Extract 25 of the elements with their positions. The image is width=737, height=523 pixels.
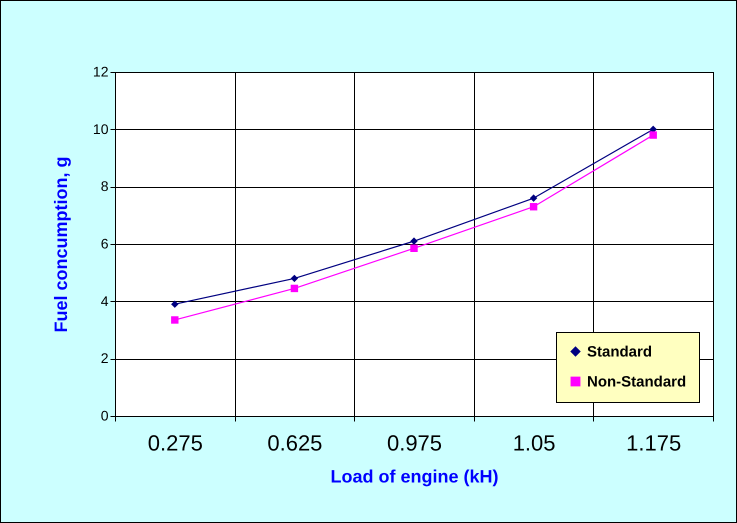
point bbox=[290, 284, 298, 292]
point bbox=[530, 203, 538, 210]
legend-label: Non-Standard bbox=[587, 374, 686, 390]
point bbox=[410, 237, 418, 245]
x-tick-label: 0.975 bbox=[386, 430, 442, 456]
point bbox=[410, 244, 418, 252]
legend-label: Standard bbox=[587, 344, 652, 360]
point bbox=[530, 194, 538, 202]
y-tick-label: 0 bbox=[100, 408, 109, 424]
x-tick-label: 1.05 bbox=[512, 430, 556, 456]
point bbox=[171, 300, 179, 308]
y-tick-label: 2 bbox=[100, 350, 109, 366]
y-tick-label: 6 bbox=[100, 236, 109, 252]
point bbox=[290, 274, 298, 282]
x-tick-label: 1.175 bbox=[626, 430, 682, 456]
y-tick-label: 10 bbox=[92, 120, 109, 137]
x-axis-title: Load of engine (kH) bbox=[330, 466, 498, 486]
y-axis-title: Fuel concumption, g bbox=[50, 156, 71, 332]
y-tick-label: 8 bbox=[100, 178, 109, 194]
y-tick-label: 12 bbox=[92, 64, 109, 80]
point bbox=[171, 316, 179, 324]
y-tick-label: 4 bbox=[100, 292, 109, 309]
x-tick-label: 0.625 bbox=[267, 430, 322, 456]
x-tick-label: 0.275 bbox=[148, 430, 203, 456]
point bbox=[649, 131, 657, 139]
